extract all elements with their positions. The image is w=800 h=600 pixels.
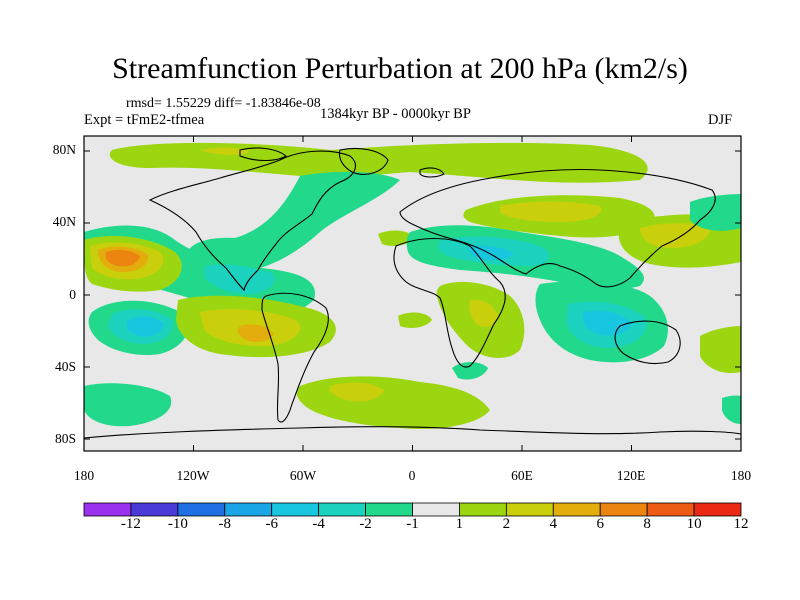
neg-contour-central-pacific-inner xyxy=(205,264,275,294)
neg-contour-far-south-east xyxy=(722,395,741,424)
lon-tick-marks xyxy=(83,136,742,451)
pos-contour-arctic-inner xyxy=(200,147,250,155)
season-label: DJF xyxy=(708,112,733,128)
pos-contour-eurasia-north-inner xyxy=(500,201,602,222)
lat-label-40n: 40N xyxy=(52,214,76,229)
colorbar-swatch xyxy=(83,502,132,517)
pos-contour-se-pacific-core xyxy=(238,324,274,342)
rmsd-diff-stats: rmsd= 1.55229 diff= -1.83846e-08 xyxy=(126,96,321,111)
colorbar xyxy=(83,502,742,517)
pos-contour-ne-pacific-core xyxy=(105,249,140,267)
colorbar-swatch xyxy=(599,502,648,517)
lat-label-40s: 40S xyxy=(54,359,76,374)
period-label: 1384kyr BP - 0000kyr BP xyxy=(320,106,471,122)
coastline-greenland xyxy=(338,147,389,175)
colorbar-swatch xyxy=(459,502,507,517)
colorbar-label: -2 xyxy=(359,516,372,532)
colorbar-label: -12 xyxy=(120,516,141,532)
lon-label-60e: 60E xyxy=(511,468,533,483)
coastline-australia xyxy=(614,320,681,365)
colorbar-label: 8 xyxy=(643,516,651,532)
neg-contour-far-south-pacific xyxy=(84,383,172,427)
neg-contour-s-atlantic xyxy=(452,362,488,380)
pos-contour-s-atlantic-small xyxy=(398,312,432,328)
coastline-antarctica xyxy=(84,426,741,439)
neg-contour-s-pacific-core xyxy=(126,316,164,337)
lon-label-60w: 60W xyxy=(289,468,317,483)
coastline-africa xyxy=(393,238,506,368)
colorbar-swatch xyxy=(224,502,273,517)
lat-label-80s: 80S xyxy=(54,431,76,446)
colorbar-swatch xyxy=(505,502,554,517)
colorbar-label: -1 xyxy=(406,516,419,532)
colorbar-swatch xyxy=(318,502,366,517)
neg-contour-namerica-atlantic xyxy=(187,171,400,272)
lon-label-120w: 120W xyxy=(176,468,210,483)
colorbar-swatch xyxy=(412,502,460,517)
colorbar-label: -6 xyxy=(265,516,278,532)
colorbar-label: 1 xyxy=(455,516,464,532)
pos-contour-nw-pacific-inner xyxy=(640,223,711,248)
coastline-south-america xyxy=(261,292,329,423)
coastlines xyxy=(84,147,741,439)
lat-tick-marks xyxy=(84,150,741,440)
colorbar-swatch xyxy=(646,502,695,517)
pos-contour-africa-inner xyxy=(469,299,498,327)
colorbar-label: 4 xyxy=(549,516,558,532)
neg-contour-ne-bering xyxy=(690,194,741,231)
coastline-eurasia xyxy=(399,168,716,288)
colorbar-label: 6 xyxy=(596,516,604,532)
colorbar-swatch xyxy=(365,502,413,517)
contour-field xyxy=(84,136,741,451)
colorbar-swatch xyxy=(177,502,226,517)
colorbar-label: -4 xyxy=(312,516,325,532)
lon-label-180e: 180 xyxy=(730,468,752,483)
colorbar-label: 10 xyxy=(686,516,702,532)
chart-title: Streamfunction Perturbation at 200 hPa (… xyxy=(112,52,688,85)
lon-label-120e: 120E xyxy=(616,468,646,483)
colorbar-swatch xyxy=(130,502,179,517)
neg-contour-indo-australia-core xyxy=(582,310,632,336)
pos-contour-tasman xyxy=(700,326,741,374)
pos-contour-mid-atlantic xyxy=(378,230,414,246)
coastline-north-america xyxy=(148,150,356,292)
lat-label-eq: 0 xyxy=(69,287,76,302)
pos-contour-southern-atlantic-inner xyxy=(329,382,384,402)
colorbar-label: -8 xyxy=(218,516,232,532)
lon-label-0: 0 xyxy=(408,468,416,483)
coastline-arctic-islands xyxy=(239,147,445,178)
colorbar-swatch xyxy=(552,502,601,517)
lat-label-80n: 80N xyxy=(52,142,76,157)
colorbar-label: -10 xyxy=(167,516,188,532)
experiment-label: Expt = tFmE2-tfmea xyxy=(84,112,205,128)
colorbar-swatch xyxy=(693,502,742,517)
colorbar-label: 12 xyxy=(733,516,749,532)
colorbar-swatch xyxy=(271,502,320,517)
lon-label-180w: 180 xyxy=(73,468,95,483)
colorbar-label: 2 xyxy=(502,516,511,532)
